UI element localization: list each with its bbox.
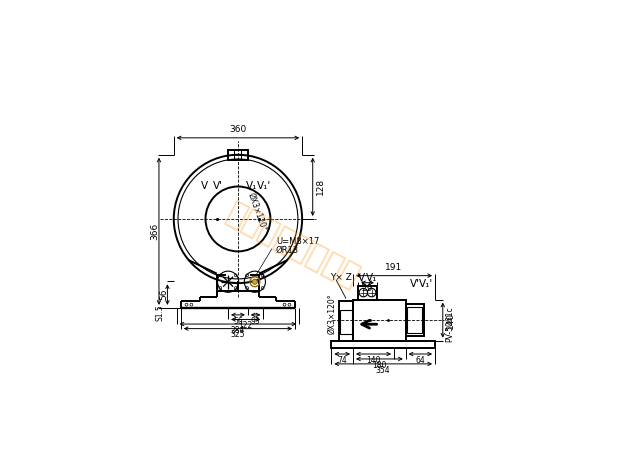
Text: 325: 325 [231, 330, 245, 339]
Text: V': V' [409, 279, 419, 289]
Bar [353, 300, 406, 341]
Text: ØX3×120°: ØX3×120° [327, 294, 336, 334]
Text: Y× Z: Y× Z [330, 273, 352, 282]
Bar [228, 150, 248, 160]
Text: 北京奇瑟机电设备: 北京奇瑟机电设备 [222, 198, 364, 293]
Text: 128: 128 [316, 178, 326, 196]
Bar [331, 341, 435, 349]
Circle shape [252, 279, 257, 284]
Text: 180: 180 [372, 361, 387, 370]
Text: 56: 56 [233, 316, 243, 326]
Text: 122: 122 [239, 321, 253, 330]
Text: V: V [358, 273, 366, 283]
Text: ØX3×120°: ØX3×120° [246, 191, 269, 233]
Bar [341, 310, 352, 333]
Text: 93: 93 [250, 316, 260, 326]
Text: V₁': V₁' [257, 181, 272, 191]
Bar [407, 307, 422, 333]
Text: 29: 29 [362, 284, 373, 294]
Text: V: V [201, 181, 208, 191]
Text: 56: 56 [160, 289, 168, 300]
Bar [406, 304, 424, 336]
Text: 64: 64 [416, 356, 425, 365]
Text: PV-5061c: PV-5061c [445, 306, 454, 342]
Text: 140: 140 [366, 356, 381, 365]
Text: 284: 284 [231, 326, 245, 335]
Text: 191: 191 [386, 263, 403, 273]
Bar [358, 285, 377, 300]
Text: V₁: V₁ [245, 181, 257, 191]
Bar [339, 301, 353, 341]
Text: 74: 74 [337, 356, 347, 365]
Text: 140: 140 [446, 311, 455, 329]
Text: 360: 360 [229, 125, 247, 134]
Text: V₁: V₁ [366, 273, 377, 283]
Text: S1.5: S1.5 [156, 304, 165, 321]
Text: U=M8×17: U=M8×17 [255, 237, 319, 276]
Text: ØR13: ØR13 [276, 246, 299, 255]
Text: 366: 366 [150, 223, 159, 240]
Text: 354: 354 [376, 365, 391, 375]
Text: V': V' [212, 181, 222, 191]
Text: V₁': V₁' [419, 279, 433, 289]
